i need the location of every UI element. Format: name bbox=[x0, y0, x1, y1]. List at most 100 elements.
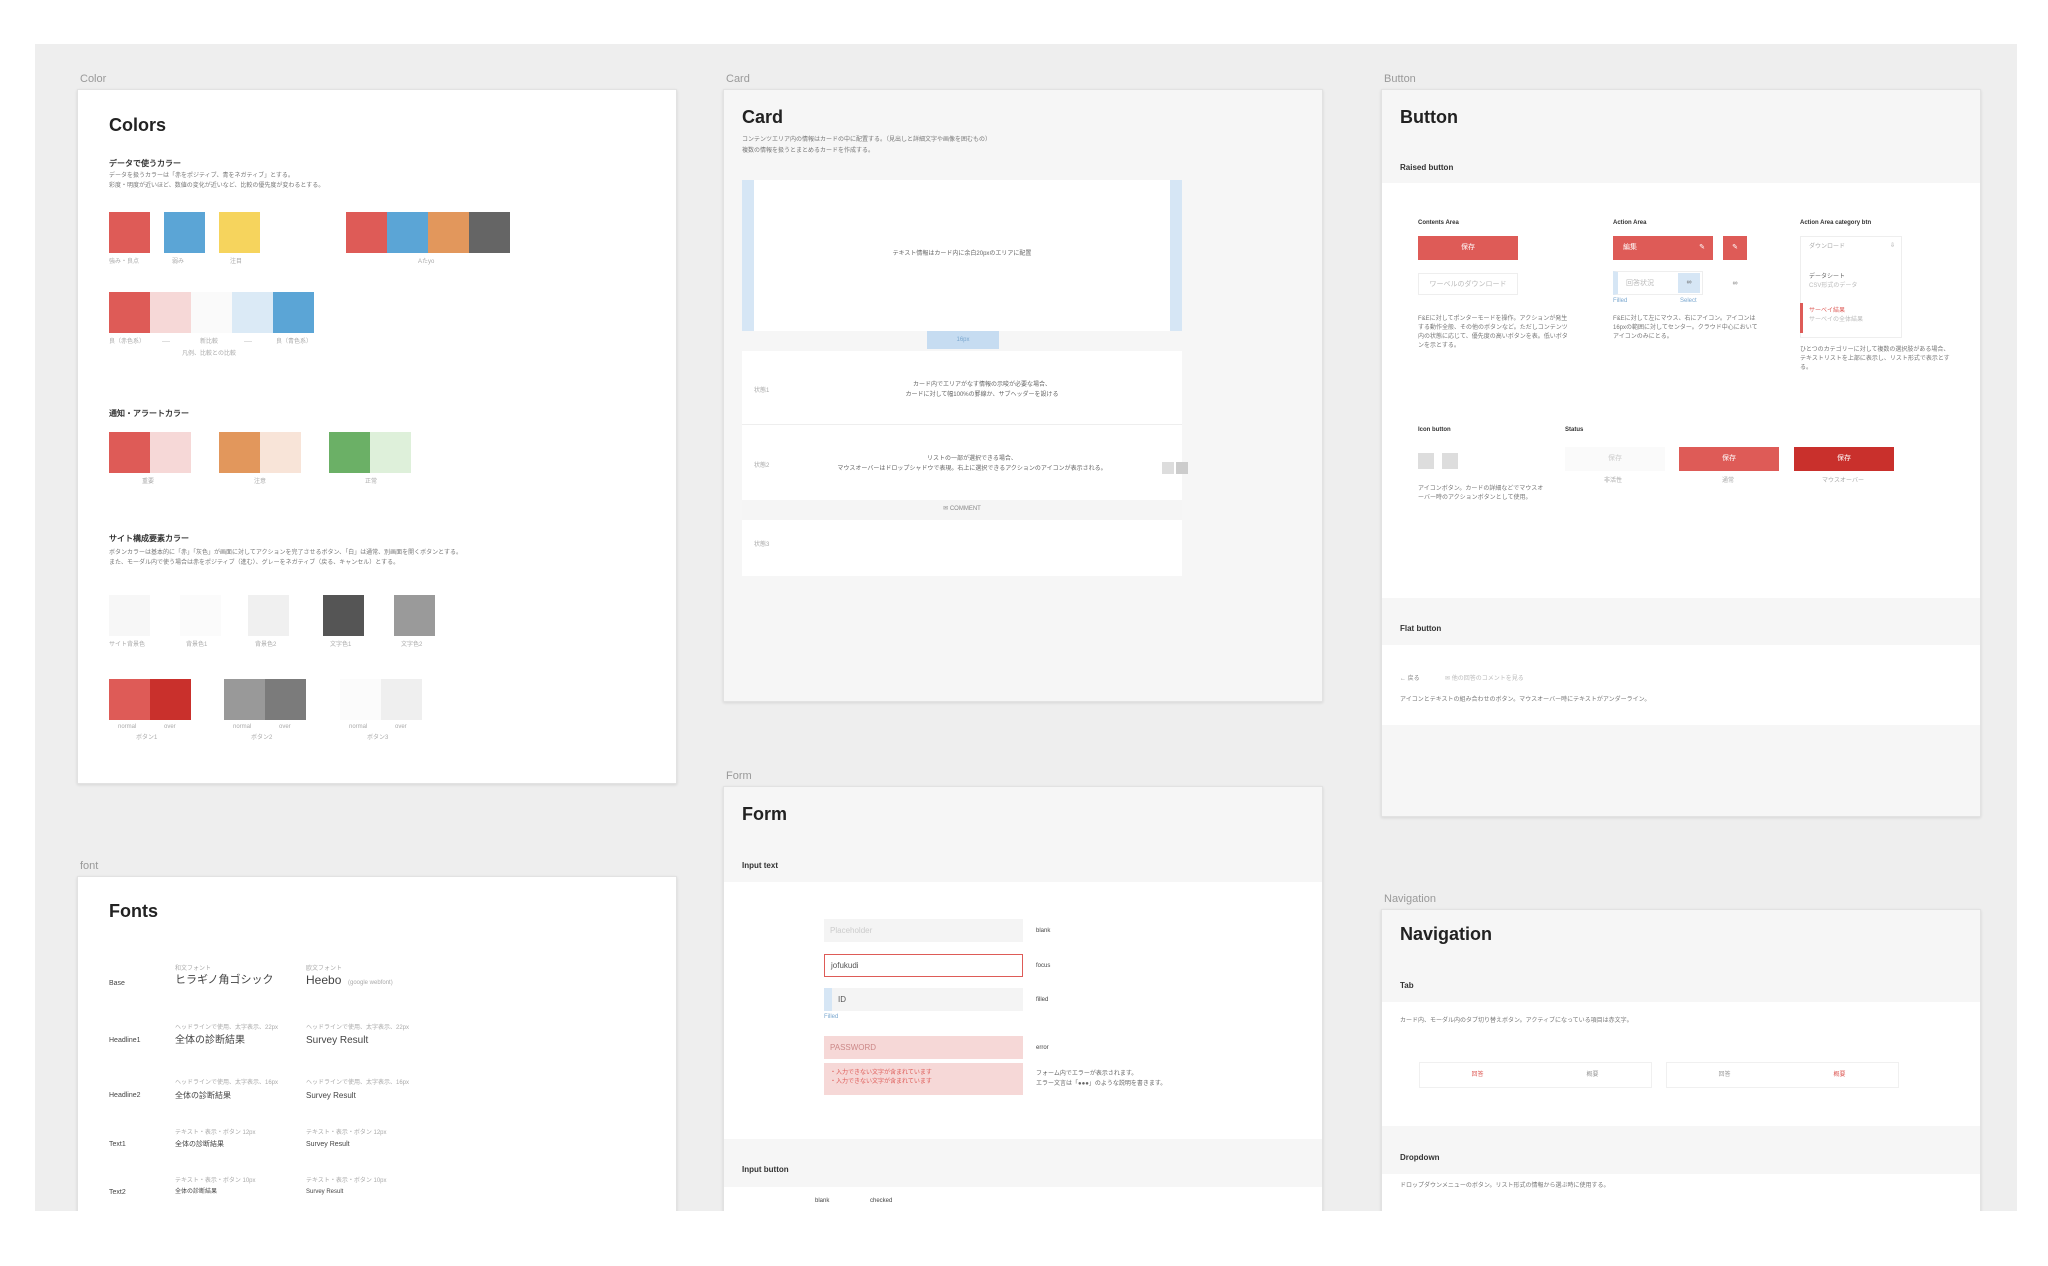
pencil-icon[interactable] bbox=[1442, 453, 1458, 469]
status-caption-hover: マウスオーバー bbox=[1822, 478, 1864, 484]
font-row-en-meta-text1: テキスト・表示・ボタン 12px bbox=[306, 1130, 387, 1136]
fonts-frame[interactable]: Fonts Base 和文フォント ヒラギノ角ゴシック 欧文フォント Heebo… bbox=[77, 876, 677, 1211]
comment-text: COMMENT bbox=[949, 506, 981, 512]
button-frame[interactable]: Button Raised button Contents Area 保存 ワー… bbox=[1381, 89, 1981, 817]
icon-button-heading: Icon button bbox=[1418, 427, 1451, 433]
input-blank[interactable]: Placeholder bbox=[824, 919, 1023, 942]
link-icon[interactable]: ∞ bbox=[1723, 273, 1747, 295]
frame-label-color: Color bbox=[80, 73, 107, 85]
category-item-result[interactable]: サーベイ結果 bbox=[1809, 308, 1846, 314]
flat-button-comments[interactable]: ✉ 他の回答のコメントを見る bbox=[1445, 676, 1524, 682]
raised-button-heading: Raised button bbox=[1400, 163, 1454, 172]
alert-caption-warning: 注意 bbox=[254, 479, 267, 485]
gradient-caption-2: ---- bbox=[162, 339, 170, 345]
frame-label-button: Button bbox=[1384, 73, 1416, 85]
flat-button-back[interactable]: ← 戻る bbox=[1400, 676, 1420, 682]
card-title: Card bbox=[742, 107, 784, 127]
card-list[interactable]: 状態1 カード内でエリアがなす情報の示唆が必要な場合、 カードに対して幅100%… bbox=[742, 351, 1182, 576]
button2-normal-swatch bbox=[224, 679, 265, 720]
font-row-name-h1: Headline1 bbox=[109, 1037, 141, 1044]
category-item-download[interactable]: ダウンロード bbox=[1809, 244, 1846, 250]
input-focus[interactable]: jofukudi bbox=[824, 954, 1023, 977]
card-sample[interactable]: テキスト情報はカード内に余白20pxのエリアに配置 bbox=[754, 180, 1170, 331]
input-button-band bbox=[724, 1187, 1322, 1211]
tab-group-1: 回答 概要 bbox=[1419, 1062, 1652, 1088]
tab-2-answer[interactable]: 回答 bbox=[1718, 1072, 1731, 1078]
site-caption-text2: 文字色2 bbox=[401, 642, 423, 648]
dropdown-heading: Dropdown bbox=[1400, 1153, 1440, 1162]
status-caption-normal: 通常 bbox=[1722, 478, 1735, 484]
alert-swatch-warning-dark bbox=[219, 432, 260, 473]
card-frame[interactable]: Card コンテンツエリア内の情報はカードの中に配置する。（見出しと詳細文字や画… bbox=[723, 89, 1323, 702]
font-row-en-meta-text2: テキスト・表示・ボタン 10px bbox=[306, 1178, 387, 1184]
action-primary-button[interactable]: 編集 ✎ bbox=[1613, 236, 1713, 260]
font-row-en-meta-h1: ヘッドラインで使用、太字表示、22px bbox=[306, 1025, 410, 1031]
swatch-caption-positive: 強み・良点 bbox=[109, 259, 140, 265]
contents-secondary-button[interactable]: ワーベルのダウンロード bbox=[1418, 273, 1518, 295]
swatch-negative bbox=[164, 212, 205, 253]
site-swatch-text1 bbox=[323, 595, 364, 636]
font-row-name-base: Base bbox=[109, 980, 125, 987]
delete-icon[interactable] bbox=[1176, 462, 1188, 474]
gradient-swatch-1 bbox=[109, 292, 150, 333]
card-comment-bar[interactable]: ✉ COMMENT bbox=[742, 500, 1182, 520]
action-caption-filled: Filled bbox=[1613, 298, 1628, 304]
category-dropdown[interactable]: ダウンロード ⇩ データシート CSV形式のデータ サーベイ結果 サーベイの全体… bbox=[1800, 236, 1902, 338]
site-swatch-bg2 bbox=[248, 595, 289, 636]
alert-swatch-warning-light bbox=[260, 432, 301, 473]
button3-normal-label: normal bbox=[349, 724, 368, 730]
contents-primary-button[interactable]: 保存 bbox=[1418, 236, 1518, 260]
card-row2-line1: リストの一部が選択できる場合、 bbox=[927, 456, 1017, 462]
group-swatch-caption: Aたyo bbox=[418, 259, 435, 265]
font-row-name-h2: Headline2 bbox=[109, 1092, 141, 1099]
input-error[interactable]: PASSWORD bbox=[824, 1036, 1023, 1059]
status-button-disabled[interactable]: 保存 bbox=[1565, 447, 1665, 471]
tab-1-answer[interactable]: 回答 bbox=[1471, 1072, 1484, 1078]
button2-caption: ボタン2 bbox=[251, 735, 273, 741]
site-colors-desc-2: また、モーダル内で使う場合は赤をポジティブ（進む）、グレーをネガティブ（戻る、キ… bbox=[109, 560, 400, 566]
button1-over-label: over bbox=[164, 724, 176, 730]
card-comment-label: ✉ COMMENT bbox=[943, 506, 981, 512]
link-icon[interactable]: ∞ bbox=[1678, 273, 1700, 293]
status-caption-disabled: 非活性 bbox=[1604, 478, 1623, 484]
flat-button-desc: アイコンとテキストの組み合わせのボタン。マウスオーバー時にテキストがアンダーライ… bbox=[1400, 697, 1651, 703]
alert-swatch-normal-dark bbox=[329, 432, 370, 473]
card-row1-line1: カード内でエリアがなす情報の示唆が必要な場合、 bbox=[912, 382, 1051, 388]
swatch-caption-highlight: 注目 bbox=[230, 259, 243, 265]
alert-caption-important: 重要 bbox=[142, 479, 155, 485]
status-button-hover[interactable]: 保存 bbox=[1794, 447, 1894, 471]
font-row-jp-meta-text2: テキスト・表示・ボタン 10px bbox=[175, 1178, 256, 1184]
navigation-frame[interactable]: Navigation Tab カード内、モーダル内のタブ切り替えボタン。アクティ… bbox=[1381, 909, 1981, 1211]
input-button-col-blank: blank bbox=[815, 1198, 830, 1204]
alert-caption-normal: 正常 bbox=[365, 479, 378, 485]
category-sub-datasheet: CSV形式のデータ bbox=[1809, 283, 1858, 289]
gradient-swatch-4 bbox=[232, 292, 273, 333]
contents-area-heading: Contents Area bbox=[1418, 220, 1459, 226]
button-title: Button bbox=[1400, 107, 1458, 127]
category-item-datasheet[interactable]: データシート bbox=[1809, 274, 1846, 280]
font-row-jp-h2: 全体の診断結果 bbox=[175, 1091, 231, 1100]
data-colors-desc-1: データを扱うカラーは「赤をポジティブ、青をネガティブ」とする。 bbox=[109, 173, 294, 179]
colors-frame[interactable]: Colors データで使うカラー データを扱うカラーは「赤をポジティブ、青をネガ… bbox=[77, 89, 677, 784]
font-row-jp-meta-base: 和文フォント bbox=[175, 966, 212, 972]
action-area-desc: F&Eに対して左にマウス、右にアイコン。アイコンは16pxの範囲に対してセンター… bbox=[1613, 316, 1758, 340]
card-desc-2: 複数の情報を扱うとまとめるカードを作成する。 bbox=[742, 148, 875, 154]
input-filled-caption: Filled bbox=[824, 1014, 839, 1020]
edit-icon[interactable] bbox=[1162, 462, 1174, 474]
tab-1-summary[interactable]: 概要 bbox=[1586, 1072, 1599, 1078]
gradient-swatch-3 bbox=[191, 292, 232, 333]
action-icon-button[interactable]: ✎ bbox=[1723, 236, 1747, 260]
trash-icon[interactable] bbox=[1418, 453, 1434, 469]
download-icon: ⇩ bbox=[1889, 243, 1895, 249]
input-focus-state: focus bbox=[1036, 963, 1051, 969]
status-button-normal[interactable]: 保存 bbox=[1679, 447, 1779, 471]
swatch-highlight bbox=[219, 212, 260, 253]
input-filled[interactable]: ID bbox=[824, 988, 1023, 1011]
card-row2-line2: マウスオーバーはドロップシャドウで表現。右上に選択できるアクションのアイコンが表… bbox=[837, 466, 1107, 472]
action-caption-select: Select bbox=[1680, 298, 1697, 304]
tab-group-2: 回答 概要 bbox=[1666, 1062, 1899, 1088]
form-frame[interactable]: Form Input text Placeholder blank jofuku… bbox=[723, 786, 1323, 1211]
tab-2-summary[interactable]: 概要 bbox=[1833, 1072, 1846, 1078]
font-row-en-text1: Survey Result bbox=[306, 1141, 350, 1148]
icon-button-desc: アイコンボタン。カードの詳細などでマウスオーバー時のアクションボタンとして使用。 bbox=[1418, 486, 1544, 501]
